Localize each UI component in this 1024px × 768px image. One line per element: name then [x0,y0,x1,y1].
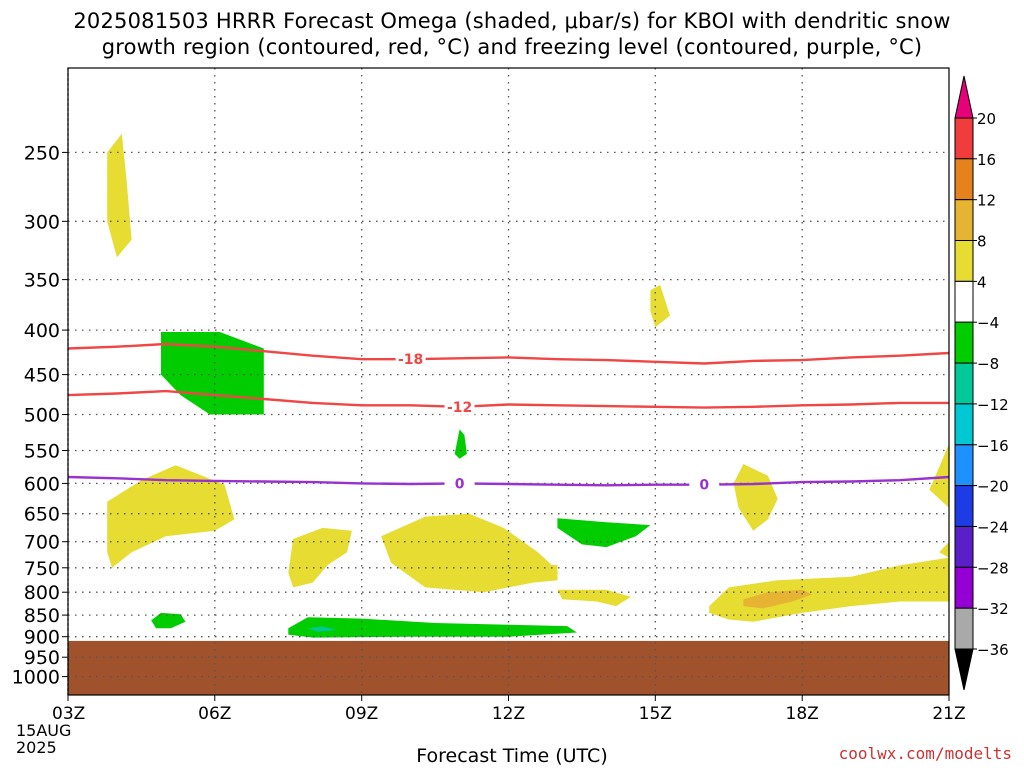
contour-label-minus18: -18 [398,352,423,368]
colorbar-segment-10 [954,526,974,568]
contour-label-minus12: -12 [447,400,472,416]
colorbar-segment-9 [954,485,974,527]
y-tick-label-500: 500 [24,405,60,427]
colorbar-segment-8 [954,444,974,487]
y-tick-label-550: 550 [24,441,60,463]
date-label-day: 15AUG [16,721,71,740]
chart-title-line-2: growth region (contoured, red, °C) and f… [101,35,923,59]
omega-region-11 [709,557,949,622]
colorbar-label-minus32: −32 [977,600,1009,618]
omega-region-15 [151,612,186,629]
colorbar-label-20: 20 [977,110,996,128]
omega-region-6 [381,513,558,593]
omega-region-8 [557,518,651,548]
colorbar-bottom-arrow [954,648,974,691]
contour-label-bg [444,475,475,492]
colorbar-segment-11 [954,566,974,609]
y-tick-label-250: 250 [24,142,60,164]
colorbar-label-4: 4 [977,273,987,291]
colorbar-label-minus12: −12 [977,396,1009,414]
chart-title-line-1: 2025081503 HRRR Forecast Omega (shaded, … [73,9,951,33]
colorbar-segment-12 [954,607,974,650]
contour-label-bg [395,351,426,368]
omega-region-1 [650,285,670,328]
y-tick-label-700: 700 [24,532,60,554]
y-tick-label-450: 450 [24,365,60,387]
colorbar-top-arrow [954,75,974,119]
omega-region-0 [107,133,132,258]
y-tick-label-750: 750 [24,558,60,580]
colorbar-segment-4 [954,280,974,323]
colorbar-label-minus8: −8 [977,355,999,373]
contour-line-minus18 [67,342,950,365]
colorbar-label-minus24: −24 [977,519,1009,537]
colorbar-segment-7 [954,403,974,446]
contour-label-bg [689,476,720,493]
colorbar-label-8: 8 [977,233,987,251]
colorbar-label-minus16: −16 [977,437,1009,455]
omega-region-12 [929,443,949,508]
colorbar-segment-1 [954,158,974,201]
omega-region-13 [939,541,949,558]
omega-region-14 [743,589,812,609]
omega-region-10 [733,464,778,531]
x-tick-label-21Z: 21Z [932,704,965,724]
contour-label-0-b: 0 [699,478,709,494]
contour-line-0 [67,475,950,487]
colorbar-segment-0 [954,117,974,160]
colorbar-segment-3 [954,240,974,282]
colorbar-segment-2 [954,199,974,241]
colorbar-label-minus4: −4 [977,314,999,332]
date-label-year: 2025 [16,738,57,757]
y-tick-label-300: 300 [24,211,60,233]
y-tick-label-350: 350 [24,270,60,292]
omega-region-3 [454,429,467,459]
omega-region-16 [288,617,577,638]
colorbar-label-minus20: −20 [977,478,1009,496]
x-axis-label: Forecast Time (UTC) [416,745,608,767]
colorbar-label-minus36: −36 [977,641,1009,659]
y-tick-label-900: 900 [24,627,60,649]
site-credit: coolwx.com/modelts [838,744,1012,763]
omega-region-17 [307,626,338,632]
contour-label-bg [444,398,475,415]
colorbar-label-12: 12 [977,192,996,210]
y-tick-label-1000: 1000 [12,667,60,689]
contour-line-minus12 [67,389,949,409]
y-tick-label-650: 650 [24,504,60,526]
colorbar-segment-6 [954,362,974,405]
omega-region-5 [288,527,352,588]
x-tick-label-09Z: 09Z [345,704,378,724]
x-tick-label-03Z: 03Z [52,704,85,724]
y-tick-label-950: 950 [24,647,60,669]
x-tick-label-15Z: 15Z [639,704,672,724]
y-tick-label-800: 800 [24,582,60,604]
x-tick-label-12Z: 12Z [492,704,525,724]
x-tick-label-18Z: 18Z [786,704,819,724]
colorbar-label-minus28: −28 [977,559,1009,577]
contour-label-0: 0 [455,476,465,492]
y-tick-label-400: 400 [24,320,60,342]
x-tick-label-06Z: 06Z [198,704,231,724]
omega-region-9 [557,589,631,607]
colorbar-segment-5 [954,321,974,364]
y-tick-label-600: 600 [24,473,60,495]
colorbar-label-16: 16 [977,151,996,169]
chart-title: 2025081503 HRRR Forecast Omega (shaded, … [0,8,1024,60]
y-tick-label-850: 850 [24,605,60,627]
